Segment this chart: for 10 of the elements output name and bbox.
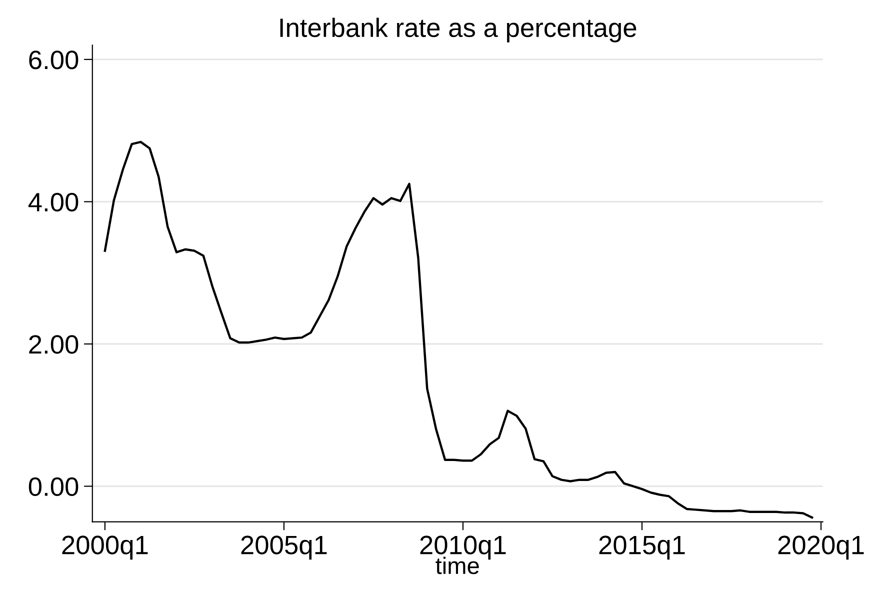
x-tick-label: 2015q1 — [599, 536, 685, 560]
x-tick-label: 2020q1 — [778, 536, 864, 560]
x-tick-label: 2000q1 — [62, 536, 148, 560]
y-tick-label: 2.00 — [29, 335, 78, 354]
y-tick-label: 0.00 — [28, 477, 78, 496]
y-tick-label: 4.00 — [28, 192, 78, 212]
line-series — [104, 140, 814, 519]
x-tick-label: 2005q1 — [241, 536, 327, 560]
chart-title: Interbank rate as a percentage — [280, 18, 636, 42]
y-tick-label: 6.00 — [29, 50, 78, 70]
